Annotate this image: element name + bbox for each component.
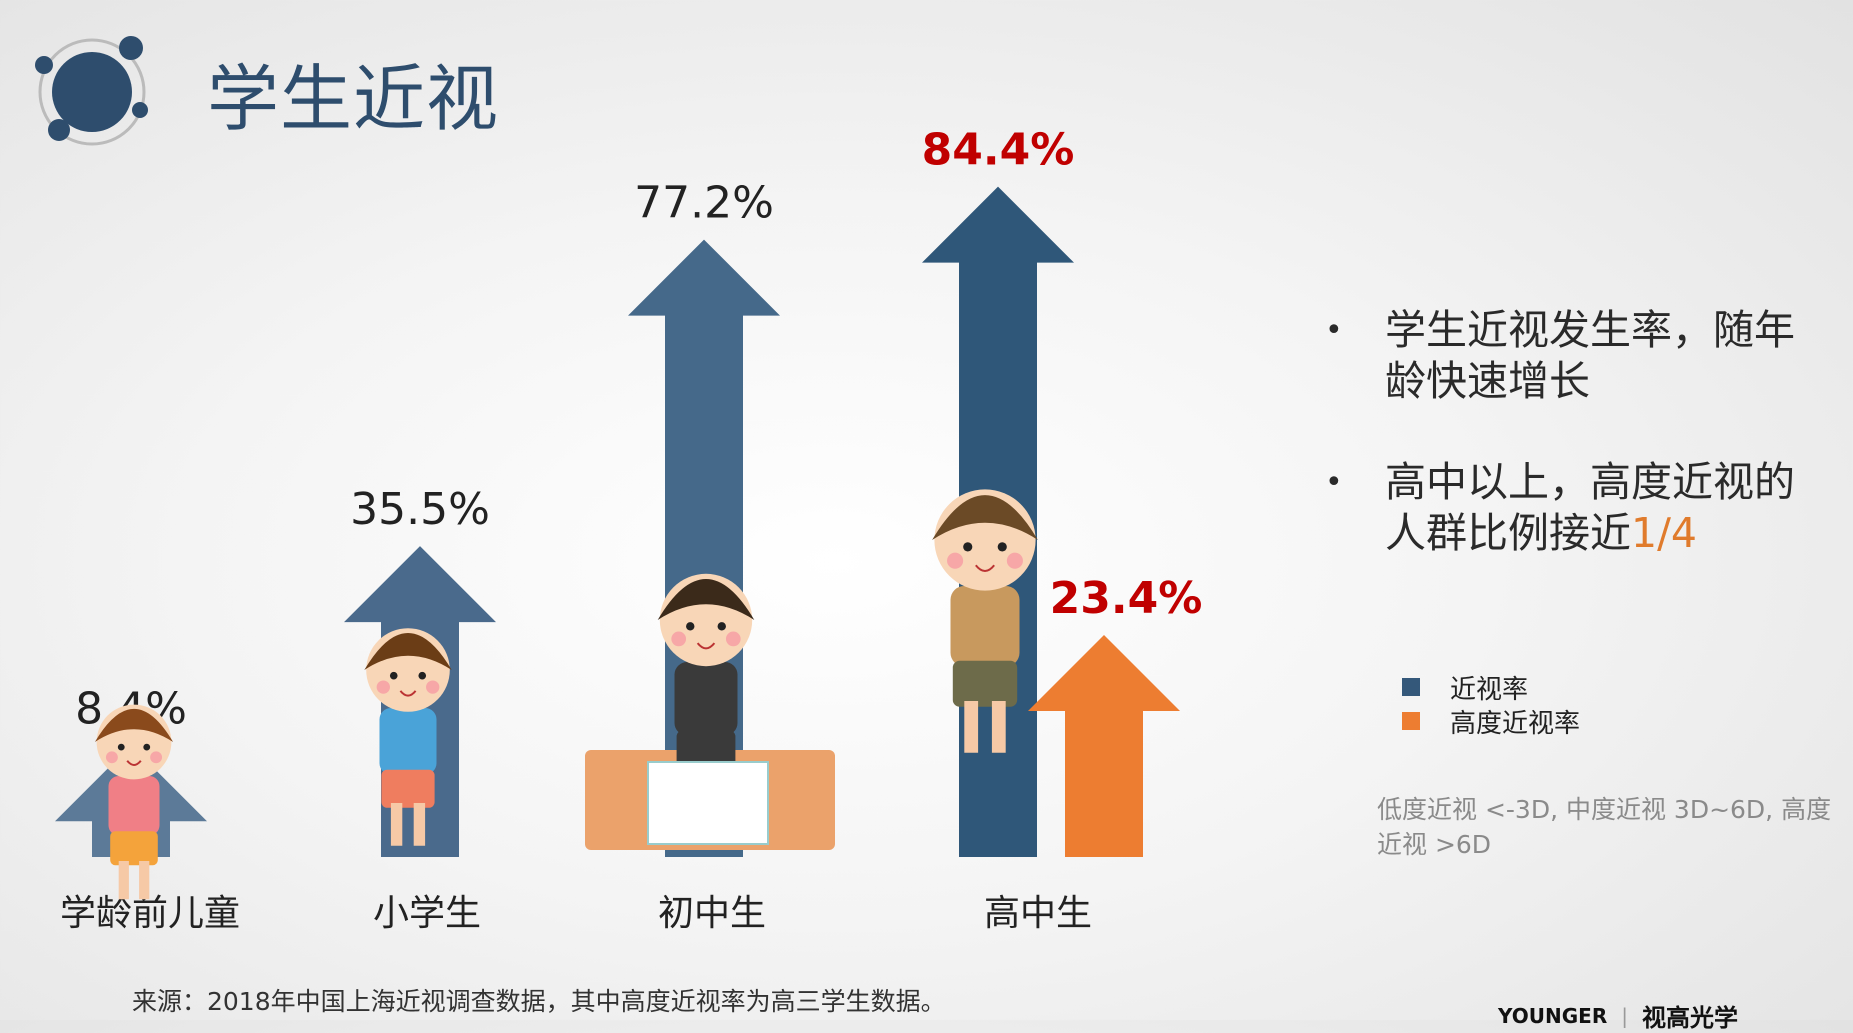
brand-cjk: 视高光学 [1641,1004,1738,1032]
legend: 近视率 高度近视率 [1402,670,1581,739]
primary-boy-illustration [364,628,452,846]
bullet-list: • 学生近视发生率，随年龄快速增长 • 高中以上，高度近视的人群比例接近1/4 [1325,305,1825,609]
brand-logo: YOUNGER | 视高光学 [1498,998,1738,1033]
value-label: 84.4% [922,125,1075,176]
legend-label: 高度近视率 [1450,708,1581,739]
value-label: 23.4% [1050,573,1203,624]
legend-item-myopia: 近视率 [1402,670,1580,705]
category-label: 初中生 [658,893,766,934]
legend-swatch [1402,678,1420,696]
legend-swatch [1402,712,1420,730]
definition-note: 低度近视 <-3D, 中度近视 3D~6D, 高度近视 >6D [1377,795,1832,859]
arrow-myopia-2 [628,239,780,857]
category-label: 小学生 [373,893,481,934]
legend-label: 近视率 [1450,674,1529,705]
preschool-girl-illustration [94,704,174,900]
bullet-text: 高中以上，高度近视的人群比例接近 [1385,458,1795,557]
bullet-item: • 学生近视发生率，随年龄快速增长 [1325,306,1795,405]
arrow-high-myopia-3 [1028,635,1180,857]
value-label: 77.2% [634,178,774,229]
category-label: 学龄前儿童 [60,893,240,934]
source-note: 来源：2018年中国上海近视调查数据，其中高度近视率为高三学生数据。 [132,987,946,1016]
brand-latin: YOUNGER [1498,1003,1608,1028]
page-title: 学生近视 [207,57,500,141]
title-logo-icon [35,36,148,146]
high-school-girl-illustration [932,489,1038,753]
legend-item-high-myopia: 高度近视率 [1402,704,1581,739]
bullet-text: 学生近视发生率，随年龄快速增长 [1385,306,1795,405]
category-label: 高中生 [984,893,1092,934]
book-illustration [647,761,769,845]
bullet-highlight: 1/4 [1631,509,1697,557]
bullet-item: • 高中以上，高度近视的人群比例接近1/4 [1325,458,1795,557]
value-label: 35.5% [350,484,490,535]
